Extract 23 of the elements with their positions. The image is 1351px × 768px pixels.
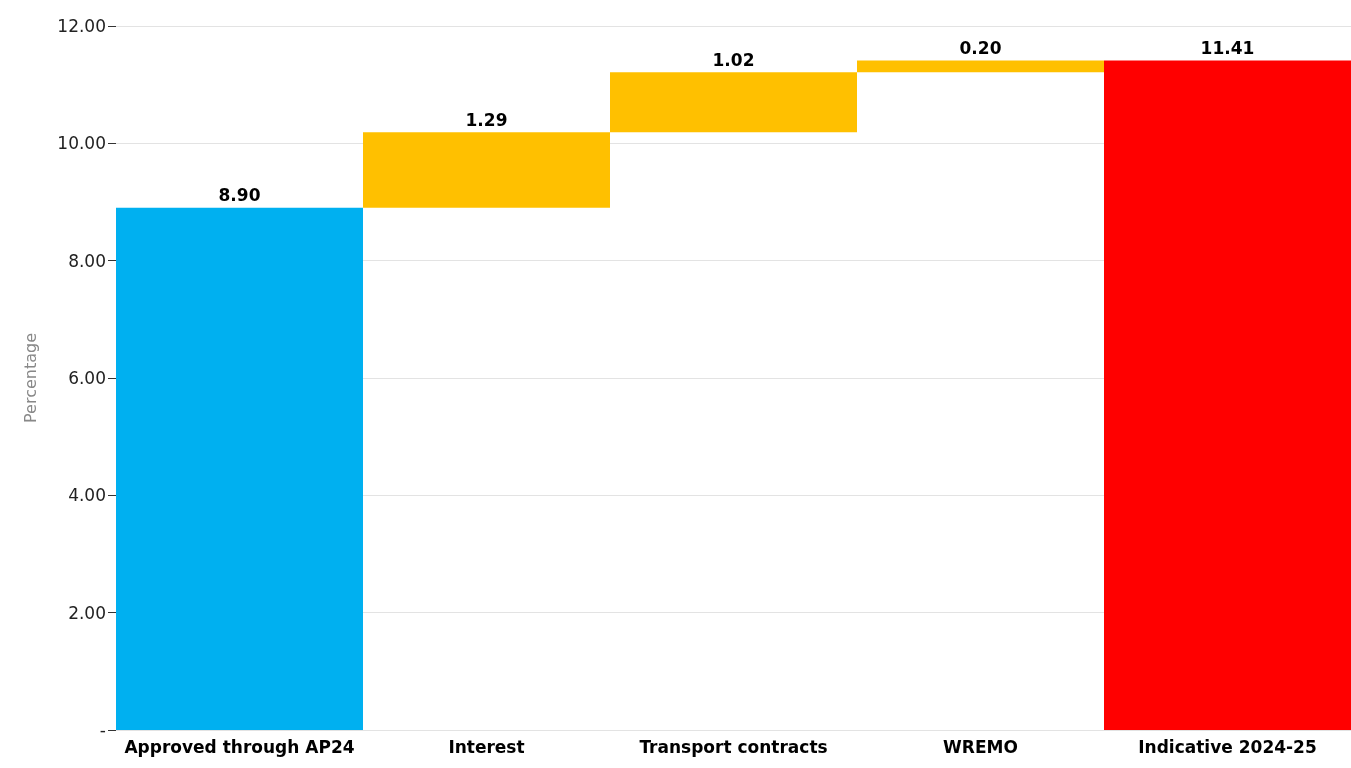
- bar: [1104, 60, 1351, 730]
- y-tick-label: 12.00: [57, 16, 106, 36]
- data-label: 1.02: [712, 49, 755, 70]
- y-tick-label: 2.00: [68, 602, 106, 623]
- data-label: 1.29: [465, 109, 508, 130]
- x-tick-label: Indicative 2024-25: [1138, 736, 1317, 757]
- data-label: 8.90: [218, 185, 261, 206]
- bar: [857, 60, 1104, 73]
- x-tick-label: Transport contracts: [639, 736, 828, 757]
- y-tick-label: 8.00: [68, 250, 106, 271]
- x-tick-label: Approved through AP24: [124, 736, 355, 757]
- bar: [610, 72, 857, 133]
- y-tick-label: 10.00: [57, 133, 106, 154]
- x-tick-label: Interest: [448, 736, 525, 757]
- x-tick-label: WREMO: [943, 736, 1018, 757]
- bar: [116, 207, 363, 730]
- data-label: 0.20: [959, 38, 1002, 59]
- y-axis-title: Percentage: [20, 332, 40, 424]
- bar: [363, 132, 610, 208]
- y-tick-label: 4.00: [68, 485, 106, 506]
- y-tick-label: -: [99, 720, 106, 740]
- data-label: 11.41: [1200, 38, 1255, 59]
- y-tick-label: 6.00: [68, 368, 106, 388]
